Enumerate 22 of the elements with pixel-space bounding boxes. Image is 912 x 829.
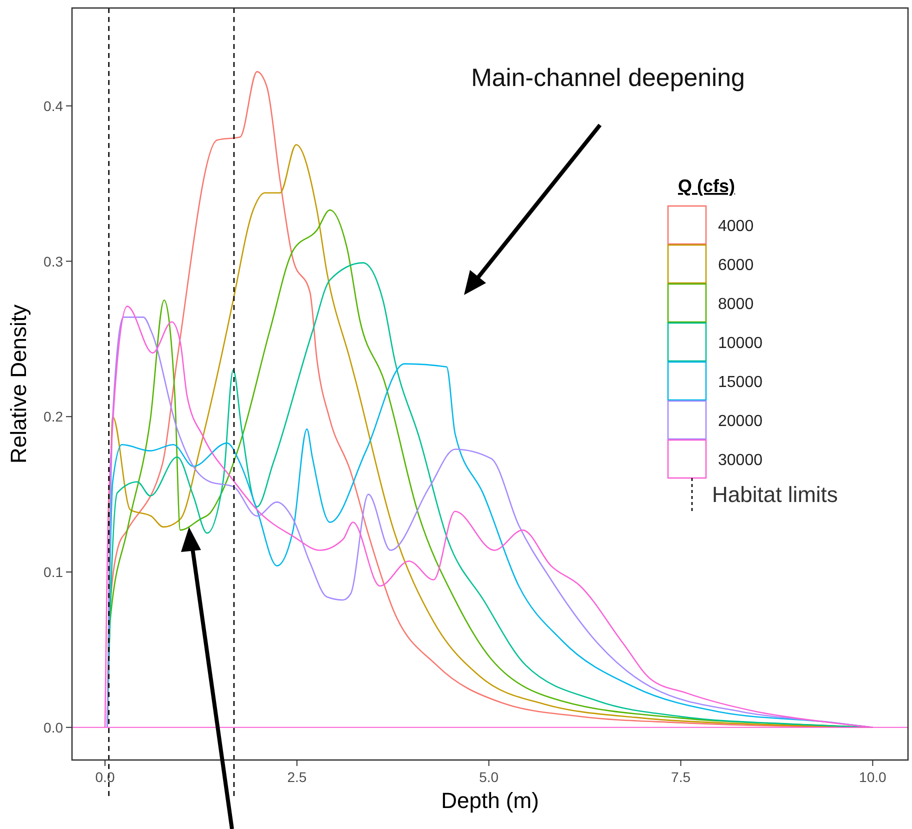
y-tick-label: 0.1 xyxy=(44,564,64,580)
x-tick-label: 2.5 xyxy=(287,769,307,785)
x-tick-label: 7.5 xyxy=(671,769,691,785)
y-tick-label: 0.2 xyxy=(44,408,64,425)
legend-label: 30000 xyxy=(718,452,763,469)
x-tick-label: 10.0 xyxy=(859,769,887,785)
legend-label: 20000 xyxy=(718,413,763,430)
y-axis-title: Relative Density xyxy=(6,304,31,464)
x-tick-label: 5.0 xyxy=(479,769,499,785)
legend-label: 8000 xyxy=(718,296,754,313)
legend-label: 10000 xyxy=(718,335,763,352)
x-axis-title: Depth (m) xyxy=(441,788,539,813)
legend-label: 15000 xyxy=(718,374,763,391)
x-tick-label: 0.0 xyxy=(95,769,115,785)
annotation: Main-channel deepening xyxy=(471,64,745,92)
y-tick-label: 0.4 xyxy=(44,98,64,114)
y-tick-label: 0.0 xyxy=(44,719,64,736)
annotation: Habitat limits xyxy=(712,482,838,507)
y-tick-label: 0.3 xyxy=(44,253,64,270)
legend-title: Q (cfs) xyxy=(678,176,736,196)
legend-label: 4000 xyxy=(718,218,754,235)
legend-label: 6000 xyxy=(718,257,754,274)
